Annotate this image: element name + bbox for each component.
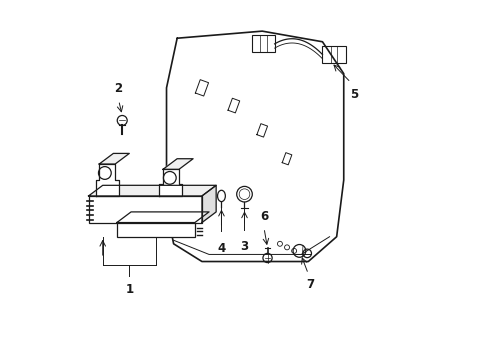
Polygon shape <box>202 185 216 222</box>
Text: 3: 3 <box>240 240 248 253</box>
Polygon shape <box>159 169 182 196</box>
Text: 5: 5 <box>349 88 358 101</box>
Bar <box>117 222 195 237</box>
Text: 2: 2 <box>114 82 122 95</box>
Text: 1: 1 <box>125 283 133 296</box>
Text: 6: 6 <box>259 210 267 222</box>
Bar <box>88 196 202 222</box>
Polygon shape <box>163 159 193 169</box>
Polygon shape <box>96 164 119 196</box>
Bar <box>322 46 345 63</box>
Polygon shape <box>99 153 129 164</box>
Text: 4: 4 <box>217 242 225 255</box>
Polygon shape <box>117 212 209 222</box>
Text: 7: 7 <box>305 278 313 291</box>
Polygon shape <box>88 185 216 196</box>
Bar <box>251 35 274 53</box>
